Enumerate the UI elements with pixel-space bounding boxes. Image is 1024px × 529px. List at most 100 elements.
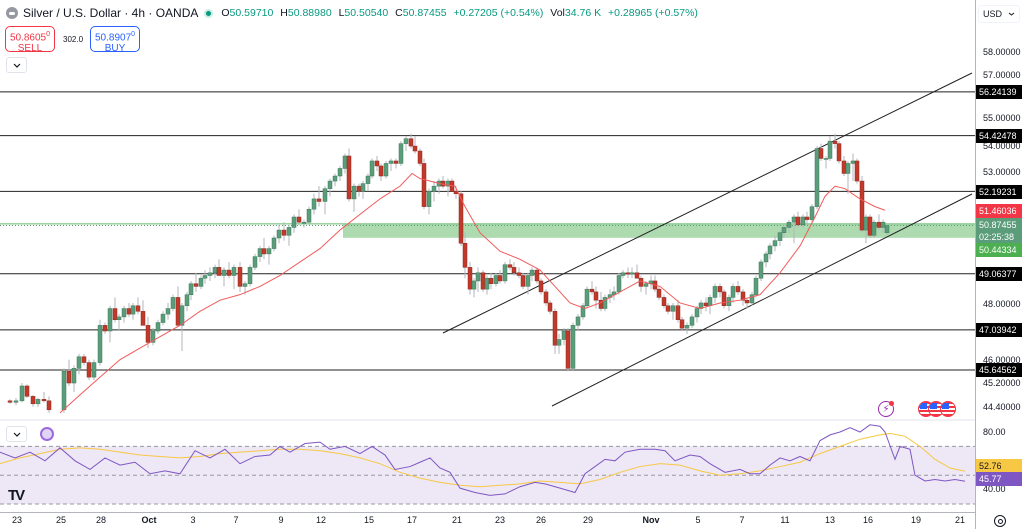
candle-body: [767, 245, 773, 255]
candle-body: [257, 248, 263, 257]
notification-badge: [889, 401, 894, 406]
candle-body: [322, 188, 328, 202]
candle-body: [35, 399, 41, 405]
candle-body: [665, 305, 671, 312]
candle-body: [66, 371, 72, 384]
candle-body: [480, 272, 486, 290]
candle-body: [207, 272, 213, 276]
candle-body: [786, 221, 792, 228]
price-tick-label: 57.00000: [983, 70, 1021, 80]
candle-body: [378, 165, 384, 177]
collapse-legend-button[interactable]: [6, 57, 27, 73]
time-tick-label: 12: [315, 515, 327, 525]
time-tick-label: Nov: [642, 515, 660, 525]
candle-body: [247, 267, 253, 284]
price-tick-label: 44.40000: [983, 402, 1021, 412]
currency-selector[interactable]: USD: [978, 5, 1020, 23]
candle-body: [13, 400, 19, 403]
candle-body: [841, 160, 847, 174]
candle-body: [570, 325, 576, 369]
candle-body: [758, 261, 764, 279]
settings-gear-icon[interactable]: [994, 515, 1006, 527]
time-tick-label: 29: [582, 515, 594, 525]
candle-body: [694, 308, 700, 318]
candle-body: [602, 297, 608, 309]
candle-body: [471, 280, 477, 290]
candle-body: [170, 297, 176, 309]
candle-body: [717, 286, 723, 293]
refresh-indicator-icon[interactable]: [40, 427, 54, 441]
time-tick-label: 23: [494, 515, 506, 525]
candle-body: [175, 297, 181, 326]
currency-label: USD: [983, 9, 1003, 19]
candle-body: [281, 229, 287, 236]
candle-body: [552, 311, 558, 346]
tradingview-logo[interactable]: TV: [8, 487, 25, 504]
buy-button[interactable]: 50.89070 BUY: [90, 26, 141, 54]
candle-body: [76, 356, 82, 369]
candle-body: [836, 143, 842, 162]
candle-body: [749, 294, 755, 304]
buy-price-sup: 0: [131, 31, 136, 38]
price-tick-label: 54.00000: [983, 141, 1021, 151]
time-tick-label: Oct: [141, 515, 157, 525]
rsi-ma-line: [0, 432, 966, 488]
candle-body: [417, 150, 423, 164]
candle-body: [342, 155, 348, 169]
candle-body: [184, 294, 190, 306]
collapse-rsi-legend-button[interactable]: [6, 426, 27, 442]
lightning-event-icon[interactable]: ⚡: [878, 401, 894, 417]
price-tag: 50.44334: [976, 243, 1022, 257]
time-axis[interactable]: [0, 512, 975, 529]
candle-body: [369, 160, 375, 177]
time-tick-label: 11: [780, 515, 790, 525]
candle-body: [795, 216, 801, 226]
sell-button[interactable]: 50.86050 SELL: [5, 26, 55, 54]
candle-body: [198, 277, 204, 287]
price-tag: 49.06377: [976, 267, 1022, 281]
candle-body: [398, 143, 404, 164]
candle-body: [306, 208, 312, 223]
candle-body: [97, 325, 103, 363]
candle-body: [46, 400, 52, 411]
candle-body: [179, 305, 185, 326]
candle-body: [809, 206, 815, 220]
market-status-icon[interactable]: [204, 8, 214, 18]
volume-value: 34.76 K: [564, 7, 602, 19]
candle-body: [867, 216, 873, 236]
candle-body: [150, 330, 156, 343]
candle-body: [884, 225, 890, 233]
time-tick-label: 16: [862, 515, 874, 525]
price-tag: 56.24139: [976, 85, 1022, 99]
time-tick-label: 21: [451, 515, 463, 525]
price-tick-label: 55.00000: [983, 113, 1021, 123]
trade-panel: 50.86050 SELL 302.0 50.89070 BUY: [5, 26, 141, 54]
candle-body: [421, 163, 427, 207]
candle-body: [311, 198, 317, 210]
candle-body: [301, 221, 307, 224]
price-chart-canvas[interactable]: [0, 0, 975, 512]
candle-body: [226, 269, 232, 276]
buy-price: 50.8907: [95, 32, 132, 44]
price-tick-label: 48.00000: [983, 299, 1021, 309]
candle-body: [511, 267, 517, 274]
candle-body: [620, 272, 626, 276]
symbol-title[interactable]: Silver / U.S. Dollar · 4h · OANDA: [23, 6, 199, 20]
price-tick-label: 45.20000: [983, 378, 1021, 388]
candle-body: [804, 216, 810, 220]
candle-body: [337, 168, 343, 177]
silver-symbol-icon: [6, 7, 18, 19]
price-tag: 54.42478: [976, 129, 1022, 143]
time-tick-label: 13: [824, 515, 836, 525]
candle-body: [276, 229, 282, 239]
open-value: 50.59710: [229, 7, 274, 19]
us-flag-event-icon[interactable]: [940, 401, 956, 417]
time-tick-label: 25: [55, 515, 67, 525]
time-tick-label: 7: [739, 515, 745, 525]
candle-body: [538, 280, 544, 293]
candle-body: [520, 275, 526, 287]
candle-body: [458, 193, 464, 244]
spread-value: 302.0: [63, 34, 84, 44]
candle-body: [516, 272, 522, 276]
candle-body: [112, 308, 118, 320]
